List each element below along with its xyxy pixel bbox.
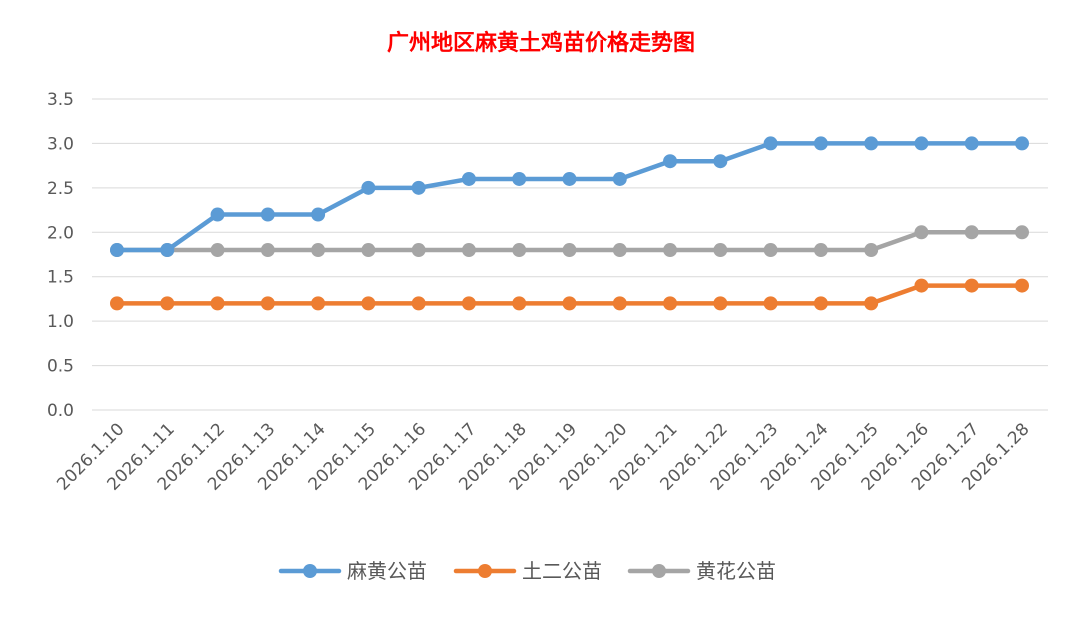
legend-marker <box>478 564 492 578</box>
data-point <box>461 171 476 186</box>
data-point <box>411 296 426 311</box>
data-point <box>864 243 879 258</box>
data-point <box>461 296 476 311</box>
data-point <box>964 278 979 293</box>
data-point <box>562 243 577 258</box>
data-point <box>813 243 828 258</box>
data-point <box>361 180 376 195</box>
data-point <box>964 136 979 151</box>
y-tick-label: 3.0 <box>47 134 74 154</box>
y-tick-label: 2.0 <box>47 223 74 243</box>
data-point <box>713 154 728 169</box>
data-point <box>160 296 175 311</box>
series-line <box>114 141 1025 253</box>
series-lines <box>110 136 1029 311</box>
legend-marker <box>652 564 666 578</box>
data-point <box>311 243 326 258</box>
data-point <box>411 243 426 258</box>
data-point <box>612 171 627 186</box>
y-tick-label: 1.5 <box>47 268 74 288</box>
data-point <box>663 296 678 311</box>
data-point <box>512 171 527 186</box>
y-tick-label: 0.0 <box>47 401 74 421</box>
data-point <box>813 136 828 151</box>
data-point <box>110 243 124 258</box>
data-point <box>260 243 275 258</box>
data-point <box>461 243 476 258</box>
data-point <box>562 296 577 311</box>
data-point <box>411 180 426 195</box>
series-2 <box>110 278 1029 311</box>
data-point <box>210 207 225 222</box>
data-point <box>763 243 778 258</box>
data-point <box>361 296 376 311</box>
legend-label: 黄花公苗 <box>696 559 776 583</box>
data-point <box>1015 225 1029 240</box>
data-point <box>361 243 376 258</box>
y-tick-label: 0.5 <box>47 357 74 377</box>
data-point <box>964 225 979 240</box>
legend-item: 土二公苗 <box>453 559 602 583</box>
legend-item: 麻黄公苗 <box>278 559 427 583</box>
series-1 <box>110 136 1029 258</box>
data-point <box>713 296 728 311</box>
data-point <box>512 243 527 258</box>
y-tick-label: 1.0 <box>47 312 74 332</box>
data-point <box>562 171 577 186</box>
data-point <box>612 296 627 311</box>
data-point <box>914 225 929 240</box>
data-point <box>160 243 175 258</box>
legend-label: 麻黄公苗 <box>347 559 427 583</box>
y-tick-label: 2.5 <box>47 179 74 199</box>
data-point <box>311 207 326 222</box>
data-point <box>260 296 275 311</box>
chart-title: 广州地区麻黄土鸡苗价格走势图 <box>387 30 695 56</box>
data-point <box>260 207 275 222</box>
data-point <box>210 296 225 311</box>
data-point <box>110 296 124 311</box>
series-3 <box>110 225 1029 258</box>
y-axis-ticks: 0.0 0.5 1.0 1.5 2.0 2.5 3.0 3.5 <box>47 90 74 421</box>
data-point <box>864 136 879 151</box>
data-point <box>1015 136 1029 151</box>
data-point <box>210 243 225 258</box>
data-point <box>512 296 527 311</box>
data-point <box>763 296 778 311</box>
data-point <box>813 296 828 311</box>
data-point <box>763 136 778 151</box>
data-point <box>914 136 929 151</box>
data-point <box>663 154 678 169</box>
data-point <box>914 278 929 293</box>
data-point <box>1015 278 1029 293</box>
data-point <box>663 243 678 258</box>
x-axis-ticks: 2026.1.102026.1.112026.1.122026.1.132026… <box>53 419 1033 494</box>
data-point <box>311 296 326 311</box>
legend: 麻黄公苗 土二公苗 黄花公苗 <box>278 559 776 583</box>
data-point <box>713 243 728 258</box>
y-tick-label: 3.5 <box>47 90 74 110</box>
legend-item: 黄花公苗 <box>627 559 776 583</box>
legend-label: 土二公苗 <box>522 559 602 583</box>
data-point <box>612 243 627 258</box>
gridlines <box>92 98 1048 411</box>
data-point <box>864 296 879 311</box>
legend-marker <box>303 564 317 578</box>
